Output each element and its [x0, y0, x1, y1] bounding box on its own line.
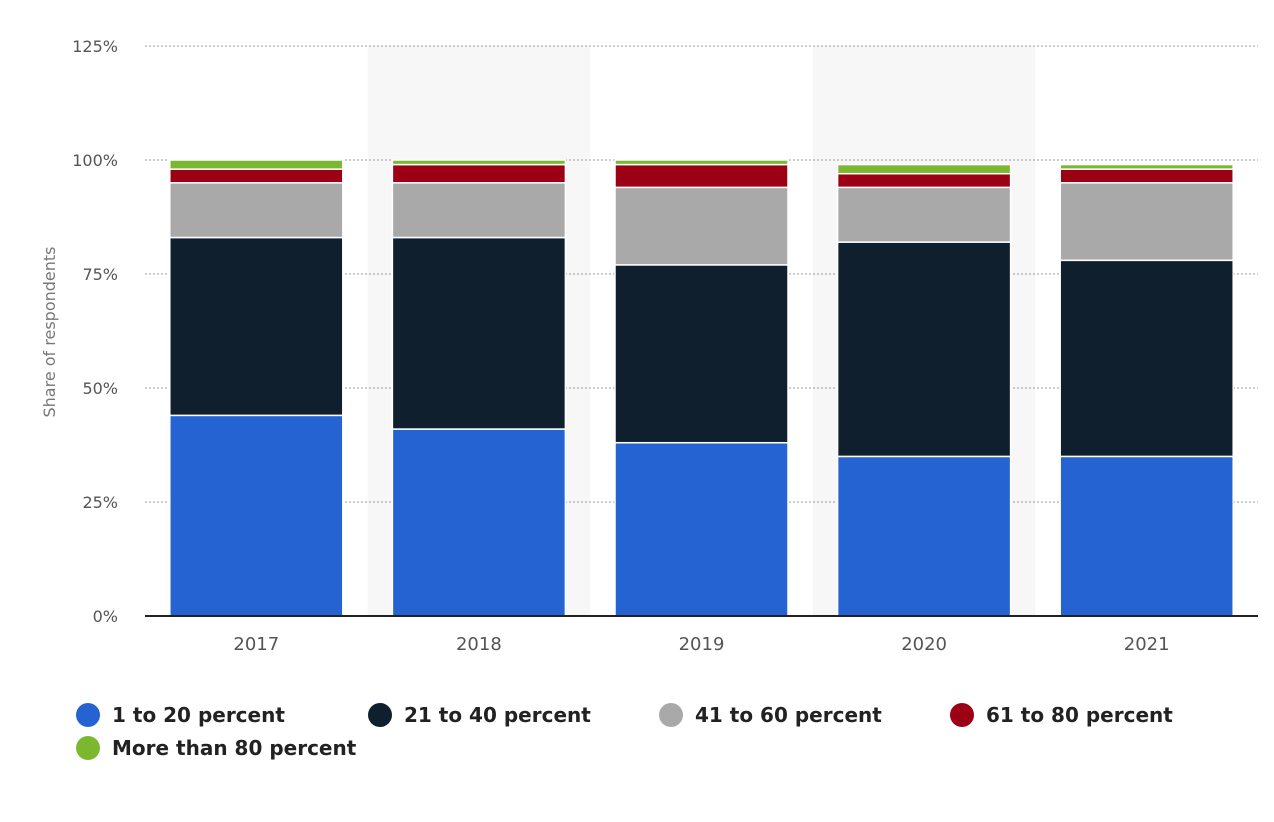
- bar-segment-2020-s3[interactable]: [836, 186, 1012, 243]
- x-tick-label: 2019: [679, 634, 725, 655]
- x-tick-label: 2021: [1124, 634, 1170, 655]
- bar-segment-2019-s1[interactable]: [614, 441, 789, 617]
- bar-segment-2018-s1[interactable]: [391, 428, 567, 617]
- bar-segment-2018-s5[interactable]: [391, 159, 567, 166]
- legend-label: 21 to 40 percent: [404, 703, 591, 727]
- legend-item[interactable]: 1 to 20 percent: [76, 700, 285, 730]
- legend-item[interactable]: More than 80 percent: [76, 733, 356, 763]
- bar-segment-2018-s4[interactable]: [391, 163, 567, 184]
- legend-item[interactable]: 41 to 60 percent: [659, 700, 882, 730]
- legend-swatch: [659, 703, 683, 727]
- y-tick-label: 75%: [82, 265, 118, 284]
- bar-segment-2021-s2[interactable]: [1059, 259, 1234, 458]
- x-tick-label: 2017: [233, 634, 279, 655]
- bar-segment-2019-s5[interactable]: [614, 159, 789, 166]
- axes: 0% 25% 50% 75% 100% 125% 2017 2018 2019 2020 2021: [72, 37, 1258, 655]
- legend-swatch: [76, 736, 100, 760]
- bars: [169, 159, 1234, 617]
- legend-label: 61 to 80 percent: [986, 703, 1173, 727]
- legend-item[interactable]: 61 to 80 percent: [950, 700, 1173, 730]
- legend-swatch: [950, 703, 974, 727]
- bar-segment-2017-s2[interactable]: [169, 236, 344, 417]
- chart-canvas: 0%25%50%75%100%125%2017 2018 2019 2020 2021 …: [40, 37, 1258, 655]
- bar-segment-2021-s1[interactable]: [1059, 455, 1234, 617]
- legend-label: 41 to 60 percent: [695, 703, 882, 727]
- y-tick-label: 125%: [72, 37, 118, 56]
- y-tick-label: 0%: [93, 607, 118, 626]
- y-tick-label: 25%: [82, 493, 118, 512]
- bar-segment-2020-s2[interactable]: [836, 241, 1012, 458]
- bar-segment-2020-s1[interactable]: [836, 455, 1012, 617]
- bar-segment-2018-s3[interactable]: [391, 182, 567, 239]
- bar-segment-2021-s5[interactable]: [1059, 163, 1234, 170]
- legend-swatch: [368, 703, 392, 727]
- bar-segment-2021-s3[interactable]: [1059, 182, 1234, 262]
- bar-segment-2019-s3[interactable]: [614, 186, 789, 266]
- bar-segment-2021-s4[interactable]: [1059, 168, 1234, 184]
- bar-segment-2017-s3[interactable]: [169, 182, 344, 239]
- bar-segment-2019-s2[interactable]: [614, 264, 789, 444]
- legend-item[interactable]: 21 to 40 percent: [368, 700, 591, 730]
- y-tick-label: 100%: [72, 151, 118, 170]
- bar-segment-2018-s2[interactable]: [391, 236, 567, 430]
- y-axis-title: Share of respondents: [40, 246, 59, 417]
- bar-segment-2017-s5[interactable]: [169, 159, 344, 170]
- x-tick-label: 2020: [901, 634, 947, 655]
- legend-label: 1 to 20 percent: [112, 703, 285, 727]
- bar-segment-2020-s4[interactable]: [836, 172, 1012, 189]
- bar-segment-2017-s4[interactable]: [169, 168, 344, 184]
- legend-swatch: [76, 703, 100, 727]
- y-tick-label: 50%: [82, 379, 118, 398]
- bar-segment-2020-s5[interactable]: [836, 163, 1012, 175]
- bar-segment-2019-s4[interactable]: [614, 163, 789, 189]
- legend-label: More than 80 percent: [112, 736, 357, 760]
- x-tick-label: 2018: [456, 634, 502, 655]
- bar-segment-2017-s1[interactable]: [169, 414, 344, 617]
